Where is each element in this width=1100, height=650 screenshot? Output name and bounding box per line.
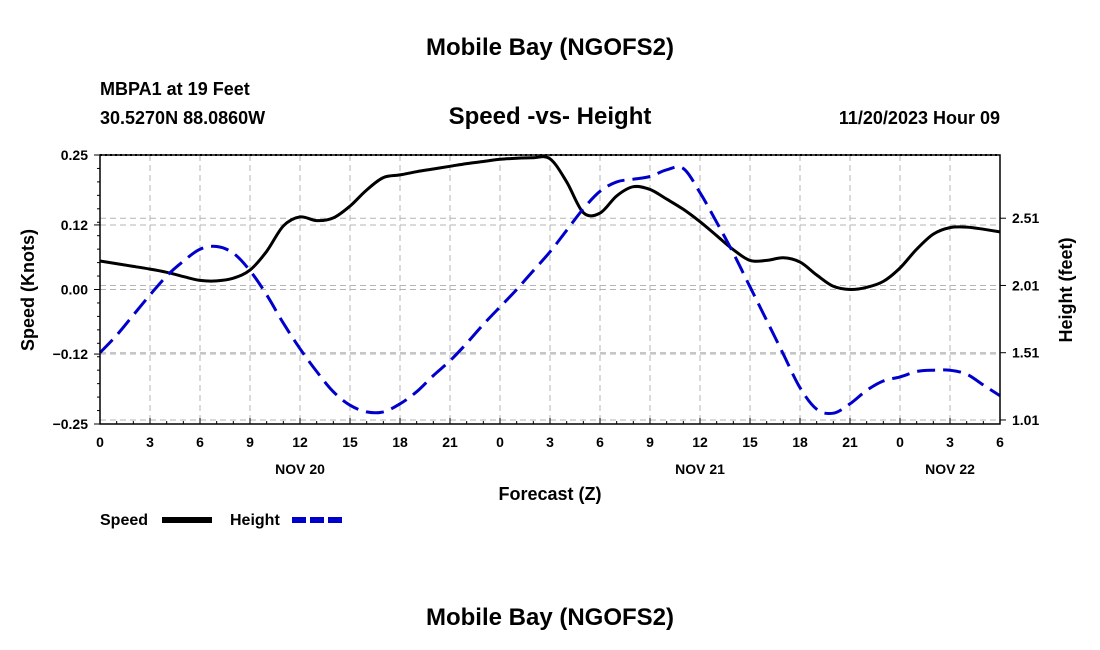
- legend: Speed Height: [100, 512, 342, 529]
- x-tick-label: 3: [146, 434, 154, 450]
- x-tick-label: 0: [496, 434, 504, 450]
- legend-speed-label: Speed: [100, 512, 148, 529]
- axes: 0 3 6 9 12 15 18 21 0 3 6 9 12 15 18 21 0 3 6 NOV 20 NOV 21 N…: [53, 147, 1040, 477]
- y-tick-label-left: 0.25: [61, 147, 88, 163]
- y-tick-label-left: 0.12: [61, 217, 88, 233]
- y-tick-label-right: 2.01: [1012, 277, 1039, 293]
- station-coords: 30.5270N 88.0860W: [100, 108, 265, 128]
- chart-title: Mobile Bay (NGOFS2): [426, 34, 674, 61]
- y-tick-label-left: −0.25: [53, 416, 89, 432]
- x-tick-label: 21: [842, 434, 858, 450]
- x-tick-label: 9: [246, 434, 254, 450]
- x-date-label: NOV 22: [925, 461, 975, 477]
- x-tick-label: 15: [742, 434, 758, 450]
- x-tick-label: 12: [692, 434, 708, 450]
- x-tick-label: 18: [392, 434, 408, 450]
- x-tick-label: 15: [342, 434, 358, 450]
- y-axis-right-label: Height (feet): [1056, 238, 1076, 343]
- y-tick-label-left: −0.12: [53, 346, 89, 362]
- chart-subtitle: Speed -vs- Height: [449, 103, 652, 130]
- y-tick-label-left: 0.00: [61, 282, 88, 298]
- grid: [100, 155, 1000, 424]
- x-axis-label: Forecast (Z): [498, 484, 601, 504]
- x-tick-label: 21: [442, 434, 458, 450]
- x-tick-label: 6: [196, 434, 204, 450]
- x-tick-label: 9: [646, 434, 654, 450]
- x-date-label: NOV 21: [675, 461, 725, 477]
- x-tick-label: 12: [292, 434, 308, 450]
- x-tick-label: 0: [96, 434, 104, 450]
- forecast-datetime: 11/20/2023 Hour 09: [839, 108, 1000, 128]
- footer-title: Mobile Bay (NGOFS2): [426, 604, 674, 631]
- x-tick-label: 0: [896, 434, 904, 450]
- y-tick-label-right: 1.01: [1012, 412, 1039, 428]
- station-label: MBPA1 at 19 Feet: [100, 79, 250, 99]
- y-tick-label-right: 2.51: [1012, 210, 1039, 226]
- x-tick-label: 3: [546, 434, 554, 450]
- x-tick-label: 3: [946, 434, 954, 450]
- x-date-label: NOV 20: [275, 461, 325, 477]
- x-tick-label: 18: [792, 434, 808, 450]
- x-tick-label: 6: [596, 434, 604, 450]
- series-group: [98, 155, 1001, 416]
- y-axis-left-label: Speed (Knots): [18, 229, 38, 351]
- speed-line: [99, 155, 1001, 292]
- y-tick-label-right: 1.51: [1012, 345, 1039, 361]
- height-line: [98, 165, 1001, 416]
- x-tick-label: 6: [996, 434, 1004, 450]
- legend-height-label: Height: [230, 512, 280, 529]
